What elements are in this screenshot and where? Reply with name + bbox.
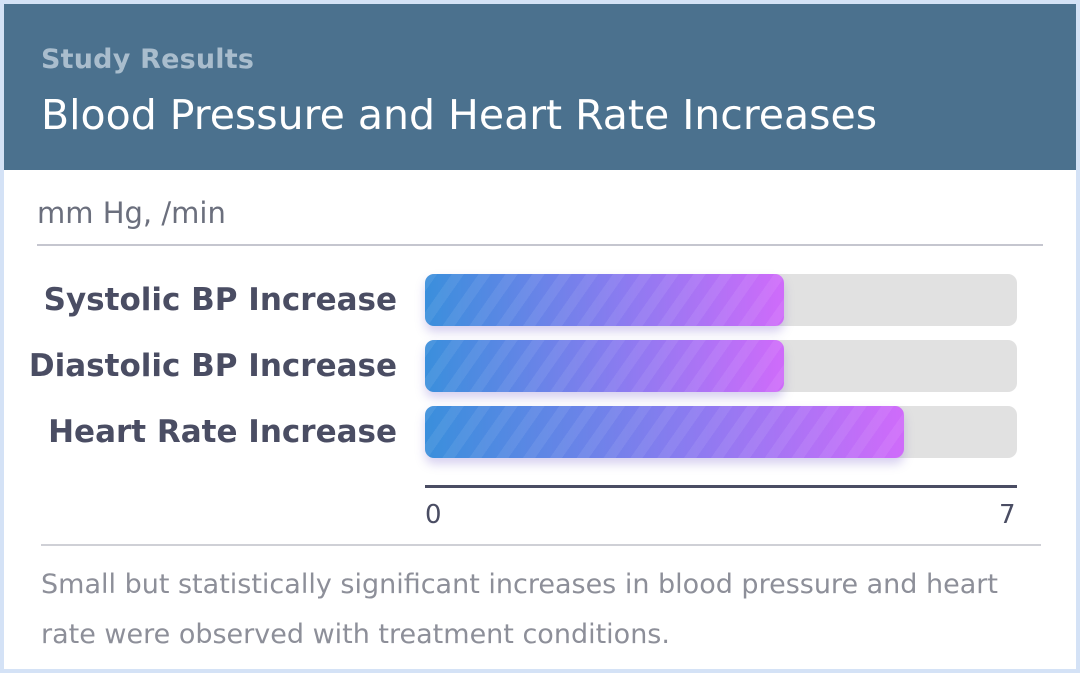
bar-label: Diastolic BP Increase bbox=[28, 348, 397, 384]
card-header: Study Results Blood Pressure and Heart R… bbox=[4, 4, 1076, 170]
bar-track bbox=[425, 274, 1017, 326]
bar-label: Heart Rate Increase bbox=[48, 414, 397, 450]
bar bbox=[425, 340, 785, 392]
x-axis-line bbox=[425, 485, 1017, 488]
x-tick-label-max: 7 bbox=[999, 500, 1016, 530]
x-tick-label-min: 0 bbox=[425, 500, 442, 530]
bar bbox=[425, 274, 785, 326]
eyebrow-label: Study Results bbox=[41, 44, 255, 75]
bar-label: Systolic BP Increase bbox=[43, 282, 397, 318]
page-title: Blood Pressure and Heart Rate Increases bbox=[41, 91, 878, 139]
divider bbox=[41, 544, 1041, 546]
bar-track bbox=[425, 340, 1017, 392]
footnote: Small but statistically significant incr… bbox=[41, 569, 998, 650]
bar bbox=[425, 406, 905, 458]
results-card: Study Results Blood Pressure and Heart R… bbox=[4, 4, 1076, 669]
bar-track bbox=[425, 406, 1017, 458]
divider bbox=[37, 244, 1043, 246]
unit-label: mm Hg, /min bbox=[37, 196, 226, 230]
